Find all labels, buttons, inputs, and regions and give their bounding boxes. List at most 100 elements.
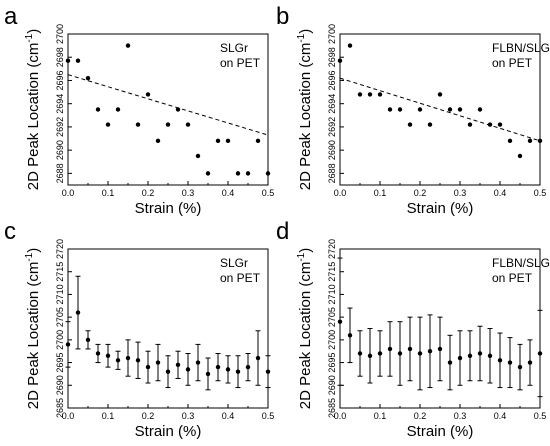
data-point	[85, 75, 91, 81]
data-point	[135, 122, 141, 127]
x-axis-label: Strain (%)	[135, 423, 202, 440]
x-tick-label: 0.5	[262, 411, 275, 421]
data-point	[447, 107, 453, 112]
data-point	[437, 92, 443, 97]
y-tick-label: 2715	[55, 262, 65, 282]
x-axis-label: Strain (%)	[135, 200, 202, 217]
data-point	[75, 58, 81, 63]
data-point	[517, 364, 523, 370]
data-point	[347, 333, 353, 338]
data-point	[367, 92, 373, 97]
data-point	[477, 351, 483, 356]
y-tick-label: 2695	[327, 353, 337, 373]
x-tick-label: 0.0	[334, 411, 347, 421]
data-point	[125, 355, 131, 361]
data-point	[145, 92, 151, 97]
data-point	[337, 58, 343, 63]
x-tick-label: 0.2	[414, 188, 427, 198]
data-point	[185, 122, 191, 127]
data-point	[165, 122, 171, 127]
data-point	[487, 122, 493, 127]
data-point	[527, 138, 533, 144]
annotation-text: on PET	[492, 271, 533, 285]
data-point	[245, 364, 251, 370]
data-point	[265, 369, 271, 374]
annotation-text: on PET	[492, 56, 533, 70]
data-point	[205, 371, 211, 377]
y-tick-label: 2688	[327, 163, 337, 183]
data-point	[417, 107, 423, 112]
y-tick-label: 2720	[327, 239, 337, 259]
y-axis-label: 2D Peak Location (cm-1)	[296, 29, 314, 190]
data-point	[457, 107, 463, 112]
x-tick-label: 0.2	[414, 411, 427, 421]
y-axis-label-superscript: -1	[24, 33, 35, 42]
y-tick-label: 2700	[55, 24, 65, 44]
panel-a: 0.0 0.1 0.2 0.3 0.4 0.5 2688 2690 2692 2694 2696 26…	[4, 3, 274, 217]
data-point	[347, 43, 353, 48]
y-tick-label: 2698	[327, 47, 337, 67]
y-tick-label: 2698	[55, 47, 65, 67]
y-tick-label: 2700	[55, 330, 65, 350]
x-tick-label: 0.2	[142, 411, 155, 421]
y-axis-label-close: )	[297, 248, 314, 253]
y-tick-label: 2695	[55, 353, 65, 373]
x-tick-label: 0.0	[334, 188, 347, 198]
data-point	[357, 92, 363, 97]
data-point	[387, 346, 393, 352]
data-point	[537, 138, 543, 144]
data-point	[195, 153, 201, 159]
y-tick-label: 2705	[327, 307, 337, 327]
x-tick-label: 0.0	[62, 411, 75, 421]
x-tick-label: 0.4	[494, 411, 507, 421]
data-point	[185, 367, 191, 372]
data-point	[155, 360, 161, 365]
data-point	[397, 107, 403, 112]
x-tick-label: 0.5	[262, 188, 275, 198]
data-point	[245, 171, 251, 176]
y-axis-label-close: )	[25, 248, 42, 253]
panel-d: 0.0 0.1 0.2 0.3 0.4 0.5 2685 2690 2695 2700 2705 27…	[276, 218, 550, 440]
data-point	[527, 360, 533, 365]
data-point	[497, 122, 503, 127]
data-point	[95, 351, 101, 356]
data-point	[407, 122, 413, 127]
data-point	[397, 351, 403, 356]
annotation-text: SLGr	[220, 41, 248, 55]
data-point	[95, 107, 101, 112]
data-point	[195, 360, 201, 365]
y-axis-label: 2D Peak Location (cm-1)	[296, 248, 314, 409]
y-tick-label: 2690	[55, 375, 65, 395]
y-tick-label: 2688	[55, 163, 65, 183]
data-point	[417, 351, 423, 356]
y-tick-label: 2694	[327, 94, 337, 114]
data-point	[387, 107, 393, 112]
y-tick-label: 2696	[55, 70, 65, 90]
data-point	[367, 353, 373, 358]
x-tick-label: 0.1	[374, 188, 387, 198]
x-tick-label: 0.2	[142, 188, 155, 198]
data-point	[225, 367, 231, 372]
data-point	[537, 351, 543, 356]
x-tick-label: 0.3	[454, 411, 467, 421]
data-point	[255, 138, 261, 144]
annotation-text: FLBN/SLGr	[492, 41, 550, 55]
y-axis-label-superscript: -1	[296, 33, 307, 42]
y-axis-label: 2D Peak Location (cm-1)	[24, 248, 42, 409]
data-point	[235, 171, 241, 176]
x-axis-label: Strain (%)	[407, 423, 474, 440]
y-tick-label: 2696	[327, 70, 337, 90]
data-point	[65, 58, 71, 63]
data-point	[437, 346, 443, 352]
x-tick-label: 0.3	[454, 188, 467, 198]
y-axis-label-close: )	[297, 29, 314, 34]
y-axis-label-main: 2D Peak Location (cm	[297, 262, 314, 410]
data-point	[255, 355, 261, 361]
x-tick-label: 0.0	[62, 188, 75, 198]
y-tick-label: 2694	[55, 94, 65, 114]
data-point	[447, 360, 453, 365]
data-point	[457, 355, 463, 361]
data-point	[377, 92, 383, 97]
annotation-text: on PET	[220, 56, 261, 70]
